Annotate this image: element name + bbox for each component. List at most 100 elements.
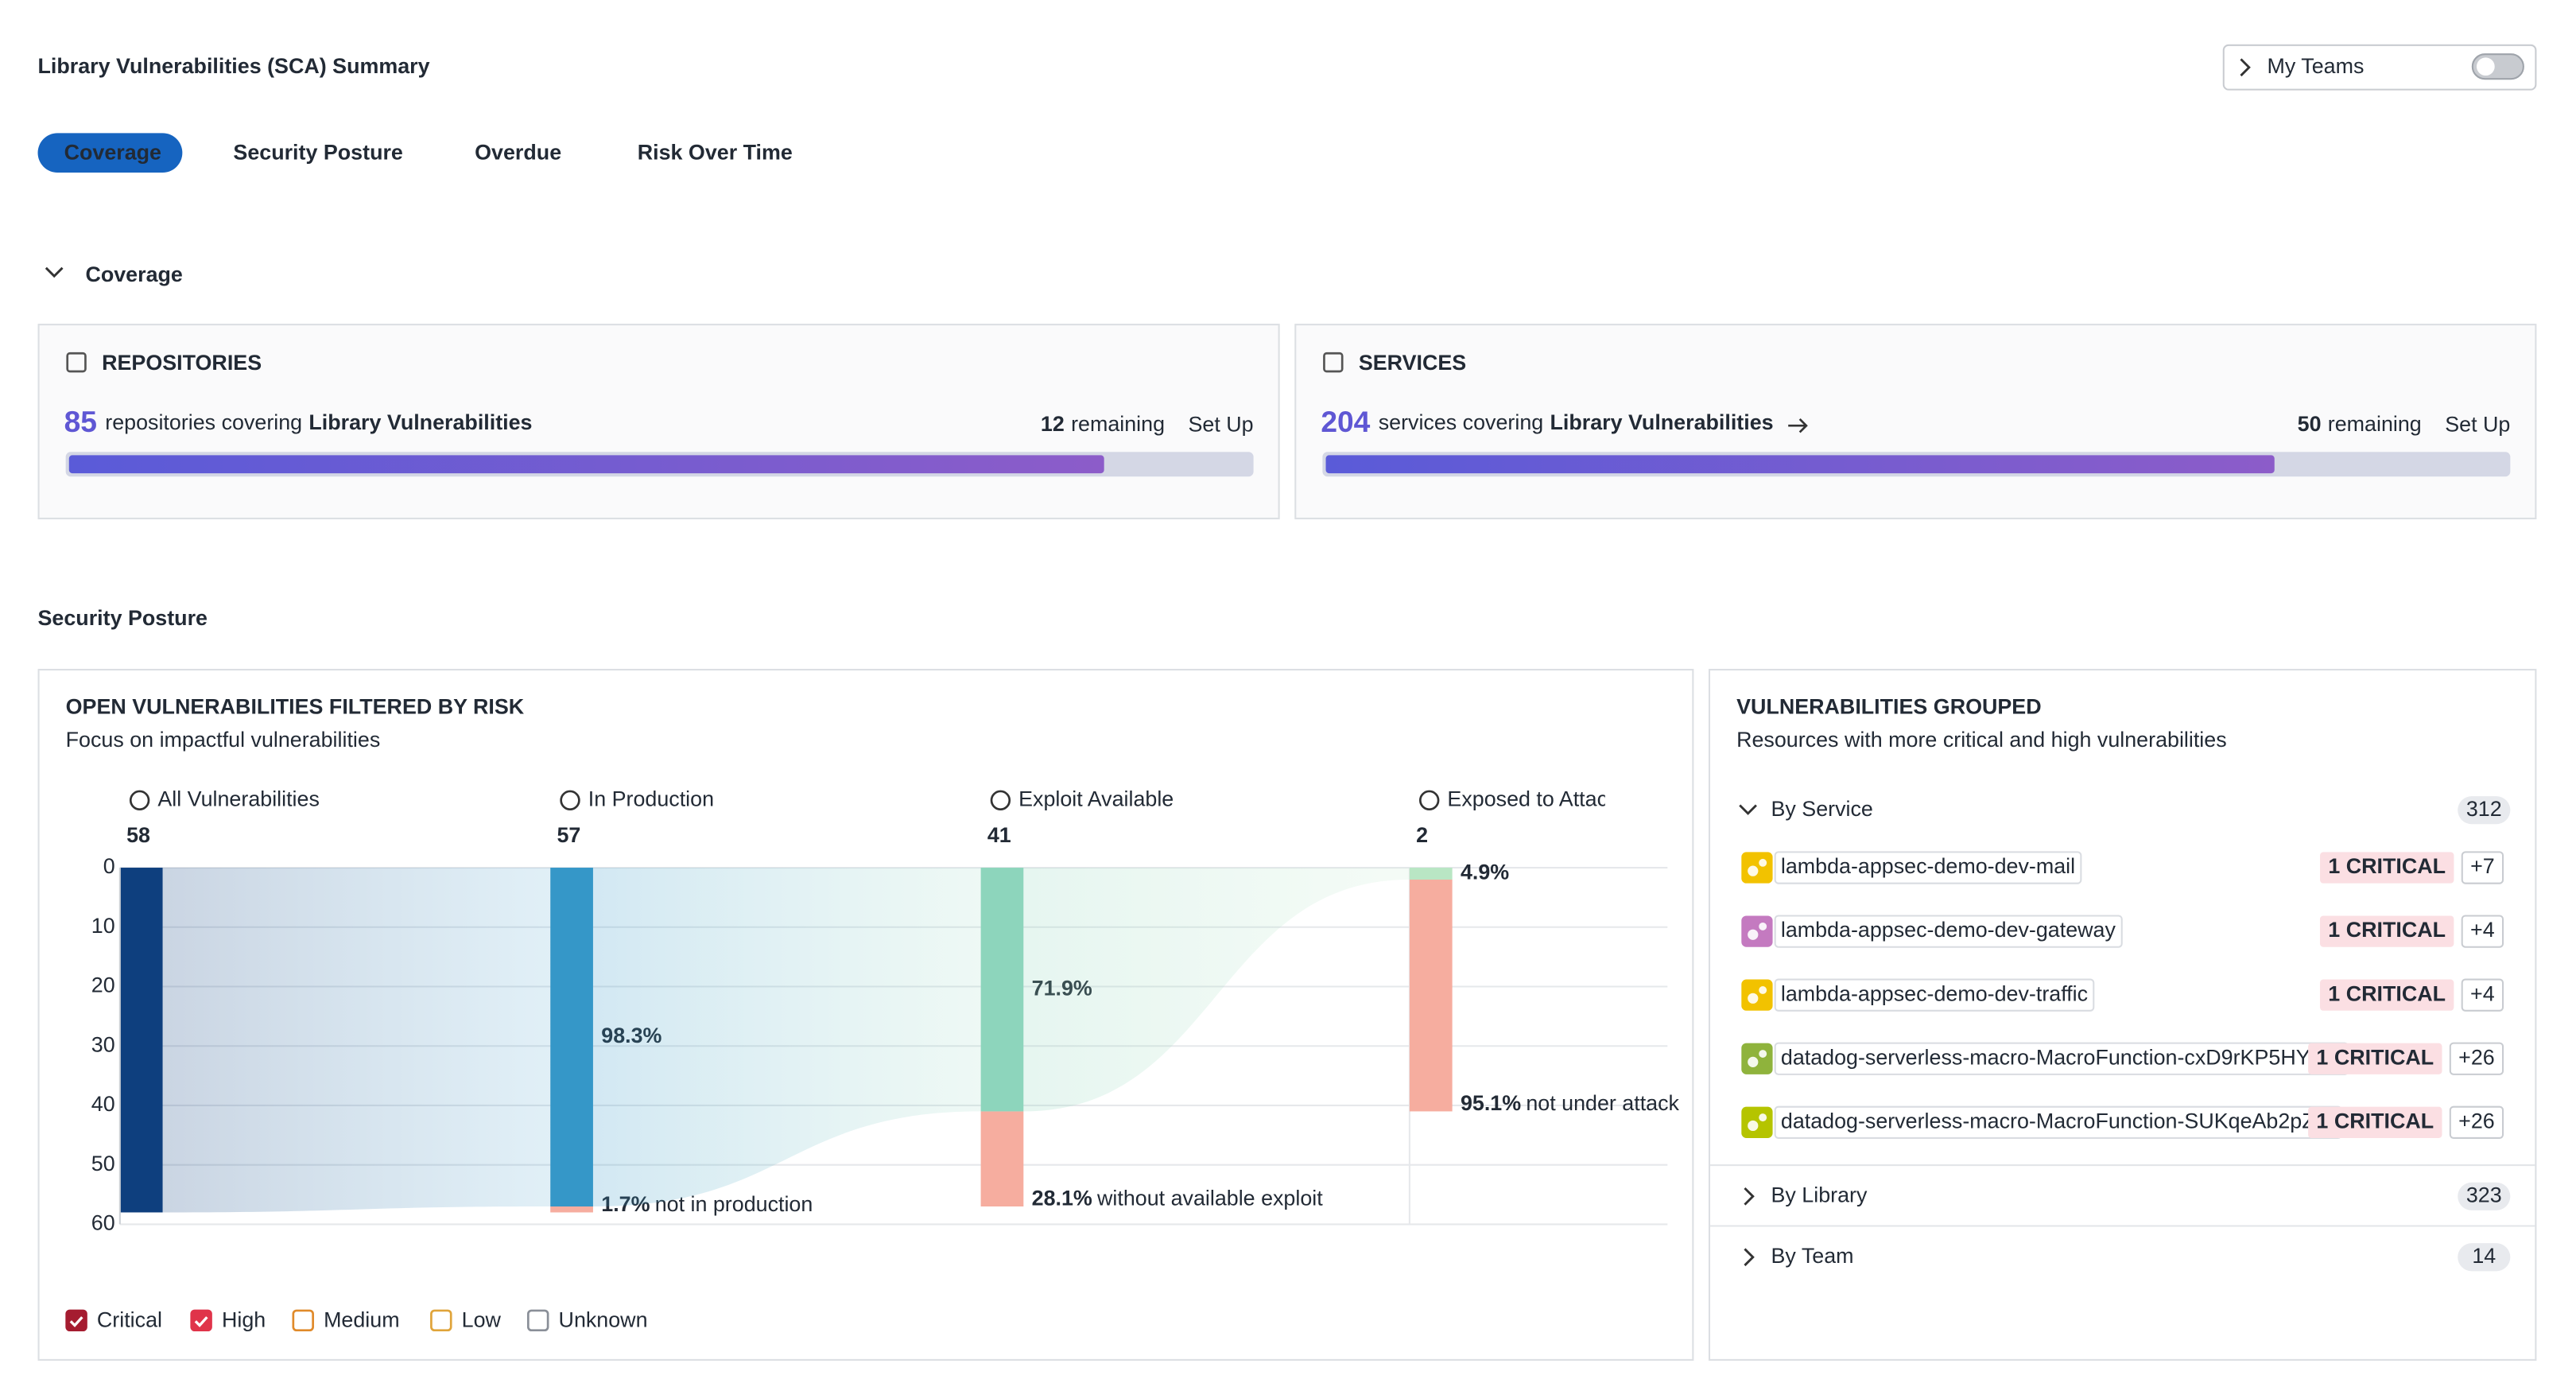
more-box xyxy=(2449,1105,2504,1139)
card-label: REPOSITORIES xyxy=(102,351,262,375)
coverage-bar xyxy=(1325,455,2275,474)
critical-label: 1 CRITICAL xyxy=(2316,1109,2434,1133)
stage-name: Exploit Available xyxy=(1018,787,1174,810)
setup-link[interactable]: Set Up xyxy=(1188,412,1253,436)
remaining: 50 remaining xyxy=(2298,412,2422,436)
service-icon xyxy=(1741,852,1773,884)
legend-checkbox[interactable] xyxy=(65,1309,87,1332)
tab[interactable]: Overdue xyxy=(475,140,561,164)
service-icon-glyph xyxy=(1759,986,1767,994)
chart-title: OPEN VULNERABILITIES FILTERED BY RISK xyxy=(66,695,525,719)
legend-label[interactable]: High xyxy=(222,1307,266,1331)
my-teams-box[interactable] xyxy=(2222,44,2537,91)
group-name[interactable]: By Team xyxy=(1771,1244,1853,1268)
flow xyxy=(592,868,981,1207)
service-icon-glyph xyxy=(1759,858,1767,867)
coverage-target: Library Vulnerabilities xyxy=(1550,410,1773,434)
more-count: +7 xyxy=(2470,854,2495,878)
legend-checkbox[interactable] xyxy=(526,1309,549,1332)
coverage-card xyxy=(37,324,1280,519)
more-count: +4 xyxy=(2470,981,2495,1005)
legend-checkbox[interactable] xyxy=(430,1309,452,1332)
kept-label: 4.9% xyxy=(1461,861,1509,884)
critical-label: 1 CRITICAL xyxy=(2316,1045,2434,1069)
more-count: +4 xyxy=(2470,918,2495,942)
service-name[interactable]: datadog-serverless-macro-MacroFunction-S… xyxy=(1781,1109,2336,1133)
legend-label[interactable]: Critical xyxy=(97,1307,162,1331)
service-name-box xyxy=(1774,915,2123,948)
stage-icon xyxy=(560,790,580,811)
y-tick-label: 0 xyxy=(103,854,115,878)
legend-label[interactable]: Unknown xyxy=(559,1307,648,1331)
tab[interactable]: Coverage xyxy=(64,140,161,164)
service-name[interactable]: datadog-serverless-macro-MacroFunction-c… xyxy=(1781,1045,2342,1069)
service-icon xyxy=(1741,915,1773,947)
service-icon-glyph xyxy=(1748,1120,1759,1132)
flow xyxy=(1023,868,1410,1112)
stage-name: In Production xyxy=(588,787,714,810)
coverage-summary: 85 repositories covering Library Vulnerabi… xyxy=(64,405,533,438)
group-name[interactable]: By Library xyxy=(1771,1183,1867,1206)
group-count: 312 xyxy=(2466,797,2502,821)
flow xyxy=(162,868,551,1213)
stage-total: 58 xyxy=(126,823,150,847)
group-name[interactable]: By Service xyxy=(1771,797,1872,821)
page-title: Library Vulnerabilities (SCA) Summary xyxy=(38,54,430,78)
count-pill xyxy=(2458,796,2511,825)
my-teams-label[interactable]: My Teams xyxy=(2268,54,2365,78)
legend-checkbox[interactable] xyxy=(190,1309,212,1332)
setup-link[interactable]: Set Up xyxy=(2445,412,2510,436)
critical-label: 1 CRITICAL xyxy=(2328,918,2446,942)
stage-name: All Vulnerabilities xyxy=(157,787,320,810)
tab-pill[interactable] xyxy=(37,133,183,173)
chevron xyxy=(2240,58,2251,77)
service-icon xyxy=(1741,1043,1773,1074)
stage-total: 57 xyxy=(557,823,580,847)
chevron xyxy=(1744,1248,1755,1267)
section-heading: Coverage xyxy=(85,262,182,286)
coverage-count: 204 xyxy=(1321,405,1370,438)
coverage-bar xyxy=(68,455,1104,474)
remaining-count: 50 xyxy=(2298,412,2322,436)
more-box xyxy=(2461,978,2504,1012)
dropped-bar xyxy=(550,1206,593,1213)
remaining-text: remaining xyxy=(2328,412,2422,436)
service-name-box xyxy=(1774,851,2082,884)
service-icon-glyph xyxy=(1748,929,1759,940)
coverage-target: Library Vulnerabilities xyxy=(308,410,532,434)
service-icon-glyph xyxy=(1748,865,1759,876)
service-icon-glyph xyxy=(1748,993,1759,1004)
dropped-text: without available exploit xyxy=(1096,1187,1323,1210)
critical-badge xyxy=(2308,1106,2442,1138)
legend-checkbox[interactable] xyxy=(292,1309,314,1332)
service-name[interactable]: lambda-appsec-demo-dev-traffic xyxy=(1781,981,2088,1005)
service-name[interactable]: lambda-appsec-demo-dev-mail xyxy=(1781,854,2075,878)
coverage-summary: 204 services covering Library Vulnerabilit… xyxy=(1321,405,1773,438)
y-tick-label: 10 xyxy=(91,914,115,938)
link-arrow[interactable] xyxy=(1788,418,1808,433)
stage-icon xyxy=(129,790,150,811)
service-icon xyxy=(1741,1106,1773,1138)
service-icon-glyph xyxy=(1759,1050,1767,1059)
count-pill xyxy=(2458,1243,2511,1272)
critical-label: 1 CRITICAL xyxy=(2328,981,2446,1005)
stage-name: Exposed to Attack xyxy=(1447,787,1619,810)
tab[interactable]: Risk Over Time xyxy=(638,140,793,164)
legend-label[interactable]: Low xyxy=(462,1307,502,1331)
count-pill xyxy=(2458,1182,2511,1210)
legend-label[interactable]: Medium xyxy=(324,1307,400,1331)
service-icon xyxy=(1741,979,1773,1011)
service-name[interactable]: lambda-appsec-demo-dev-gateway xyxy=(1781,918,2116,942)
y-tick-label: 40 xyxy=(91,1092,115,1116)
dropped-bar xyxy=(980,1111,1024,1207)
check-mark xyxy=(69,1316,83,1327)
chevron xyxy=(45,266,64,278)
tab[interactable]: Security Posture xyxy=(233,140,403,164)
service-icon-glyph xyxy=(1759,1113,1767,1122)
more-box xyxy=(2461,851,2504,884)
check-mark xyxy=(194,1316,208,1327)
section-heading: Security Posture xyxy=(38,606,208,630)
critical-label: 1 CRITICAL xyxy=(2328,854,2446,878)
card-label: SERVICES xyxy=(1359,351,1466,375)
